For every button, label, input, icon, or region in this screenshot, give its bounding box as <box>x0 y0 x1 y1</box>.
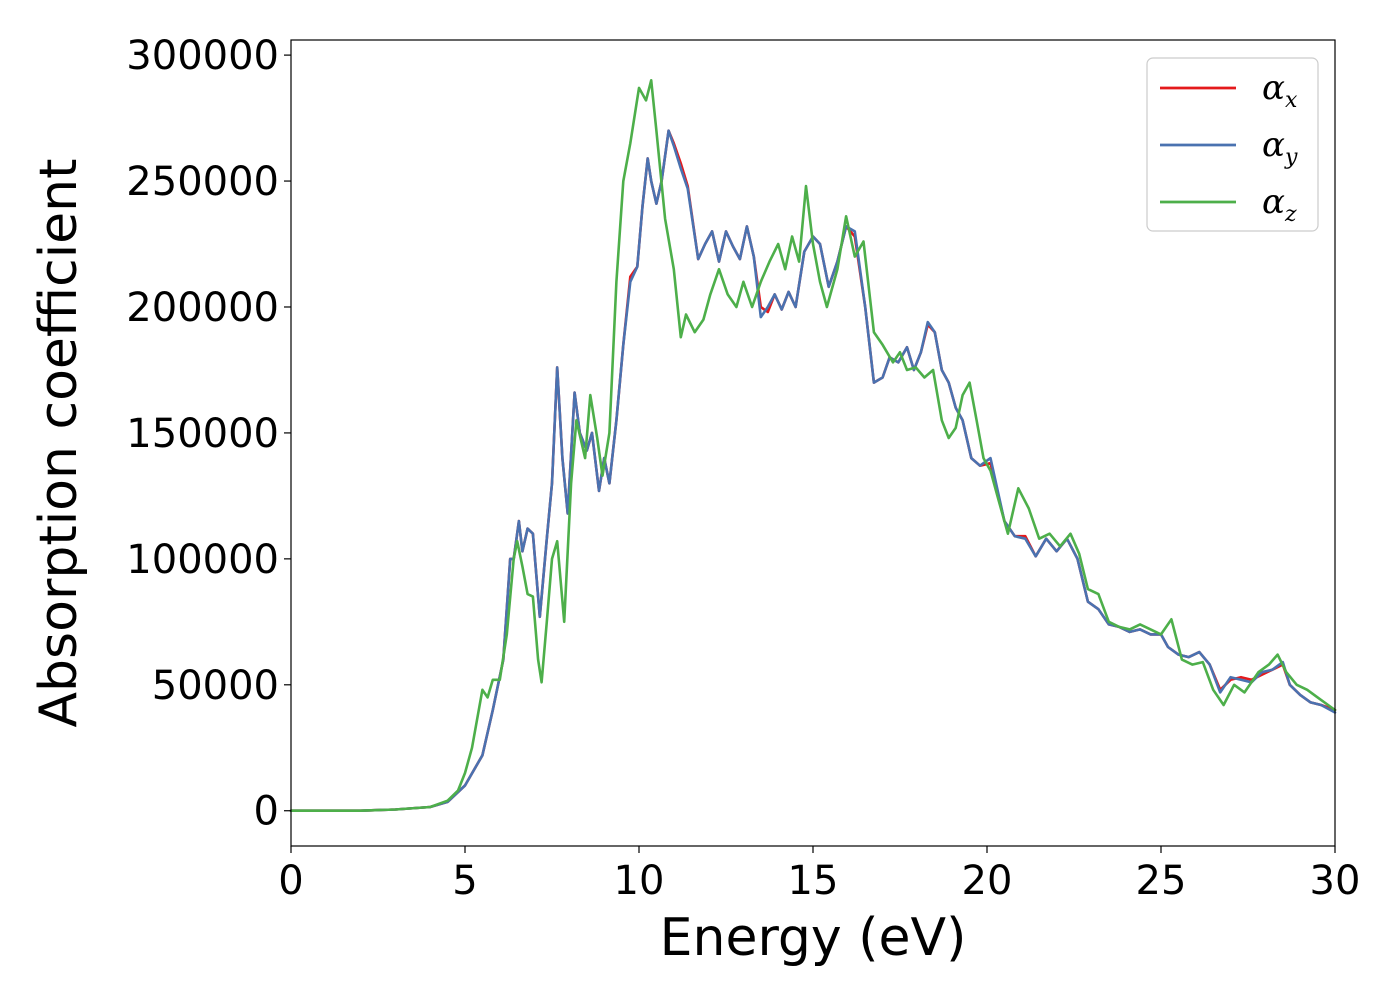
y-axis-ticks: 0 50000 100000 150000 200000 250000 300000 <box>126 33 291 835</box>
y-axis-title: Absorption coefficient <box>29 158 89 727</box>
series-line-z <box>289 79 1337 812</box>
x-tick-label: 10 <box>614 858 665 904</box>
legend: αx αy αz <box>1146 57 1319 232</box>
y-tick-label: 0 <box>254 789 279 835</box>
x-tick-label: 30 <box>1310 858 1361 904</box>
legend-label-z: αz <box>1262 182 1297 227</box>
y-tick-label: 100000 <box>126 537 279 583</box>
y-tick-label: 150000 <box>126 411 279 457</box>
y-tick-label: 250000 <box>126 159 279 205</box>
y-tick-label: 200000 <box>126 285 279 331</box>
series-layer <box>289 79 1337 812</box>
series-line-y <box>289 129 1337 812</box>
legend-label-y: αy <box>1262 125 1298 170</box>
x-axis-title: Energy (eV) <box>660 908 967 968</box>
x-tick-label: 15 <box>788 858 839 904</box>
x-tick-label: 25 <box>1136 858 1187 904</box>
x-tick-label: 20 <box>962 858 1013 904</box>
y-tick-label: 300000 <box>126 33 279 79</box>
x-tick-label: 0 <box>278 858 303 904</box>
legend-label-x: αx <box>1262 68 1298 113</box>
x-axis-ticks: 0 5 10 15 20 25 30 <box>278 846 1360 904</box>
x-tick-label: 5 <box>452 858 477 904</box>
y-tick-label: 50000 <box>152 663 279 709</box>
